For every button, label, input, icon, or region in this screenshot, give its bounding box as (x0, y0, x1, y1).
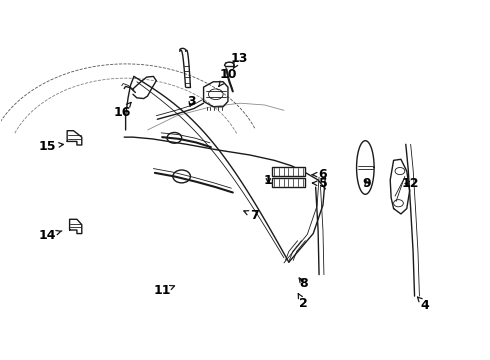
FancyBboxPatch shape (272, 178, 305, 187)
Text: 15: 15 (39, 140, 63, 153)
Text: 12: 12 (402, 177, 419, 190)
Text: 4: 4 (417, 297, 430, 311)
Text: 2: 2 (298, 293, 308, 310)
Text: 7: 7 (244, 209, 259, 222)
Text: 3: 3 (187, 95, 196, 108)
Text: 5: 5 (312, 177, 327, 190)
Text: 11: 11 (153, 284, 174, 297)
Text: 9: 9 (363, 177, 371, 190)
FancyBboxPatch shape (272, 167, 305, 176)
Text: 13: 13 (230, 52, 248, 68)
Text: 14: 14 (39, 229, 62, 242)
Text: 8: 8 (299, 277, 308, 290)
Text: 6: 6 (313, 168, 327, 181)
Text: 10: 10 (219, 68, 237, 86)
Text: 1: 1 (264, 174, 273, 186)
Text: 16: 16 (114, 102, 131, 119)
